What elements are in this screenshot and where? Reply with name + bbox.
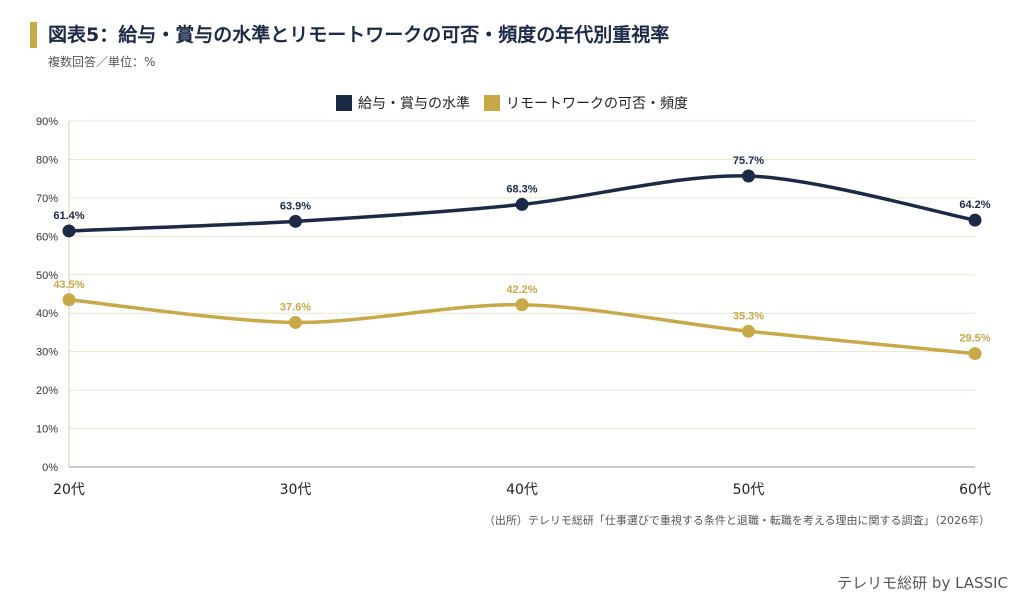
data-label-0: 68.3%	[506, 183, 537, 195]
legend: 給与・賞与の水準 リモートワークの可否・頻度	[0, 93, 1024, 113]
y-tick-label: 30%	[36, 347, 58, 359]
data-point-1	[62, 293, 76, 307]
title-accent-bar	[30, 22, 37, 48]
data-point-0	[289, 214, 302, 228]
legend-item-salary: 給与・賞与の水準	[336, 93, 470, 113]
x-tick-label: 30代	[280, 482, 312, 498]
data-point-1	[515, 298, 529, 312]
data-point-0	[62, 224, 76, 238]
x-tick-label: 20代	[53, 482, 85, 498]
legend-swatch-remote	[484, 95, 500, 111]
y-tick-label: 10%	[36, 424, 58, 436]
y-tick-label: 20%	[36, 385, 58, 397]
data-label-1: 37.6%	[280, 301, 311, 313]
data-point-0	[968, 213, 982, 227]
data-label-0: 63.9%	[280, 200, 311, 212]
y-tick-label: 60%	[36, 231, 58, 243]
data-point-0	[742, 169, 755, 183]
data-label-1: 42.2%	[506, 284, 537, 296]
x-tick-label: 50代	[733, 482, 765, 498]
x-tick-label: 40代	[506, 482, 538, 498]
y-tick-label: 70%	[36, 193, 58, 205]
legend-label-salary: 給与・賞与の水準	[358, 96, 470, 112]
data-label-0: 61.4%	[53, 210, 84, 222]
chart-subtitle: 複数回答／単位：%	[48, 55, 156, 69]
data-point-1	[968, 347, 982, 361]
data-point-1	[742, 324, 755, 338]
data-label-1: 29.5%	[959, 333, 990, 345]
legend-label-remote: リモートワークの可否・頻度	[506, 96, 688, 112]
data-point-1	[289, 315, 302, 329]
brand-credit: テレリモ総研 by LASSIC	[837, 574, 1008, 592]
data-point-0	[515, 197, 529, 211]
x-tick-label: 60代	[959, 482, 991, 498]
chart-title: 図表5：給与・賞与の水準とリモートワークの可否・頻度の年代別重視率	[48, 24, 670, 46]
data-label-0: 75.7%	[733, 155, 764, 167]
legend-swatch-salary	[336, 95, 352, 111]
data-label-1: 43.5%	[53, 279, 84, 291]
y-tick-label: 50%	[36, 270, 58, 282]
legend-item-remote: リモートワークの可否・頻度	[484, 93, 688, 113]
y-tick-label: 90%	[36, 116, 58, 128]
y-tick-label: 40%	[36, 308, 58, 320]
source-note: （出所）テレリモ総研「仕事選びで重視する条件と退職・転職を考える理由に関する調査…	[483, 514, 990, 527]
data-label-0: 64.2%	[959, 199, 990, 211]
y-tick-label: 0%	[42, 462, 58, 474]
data-label-1: 35.3%	[733, 310, 764, 322]
y-tick-label: 80%	[36, 154, 58, 166]
